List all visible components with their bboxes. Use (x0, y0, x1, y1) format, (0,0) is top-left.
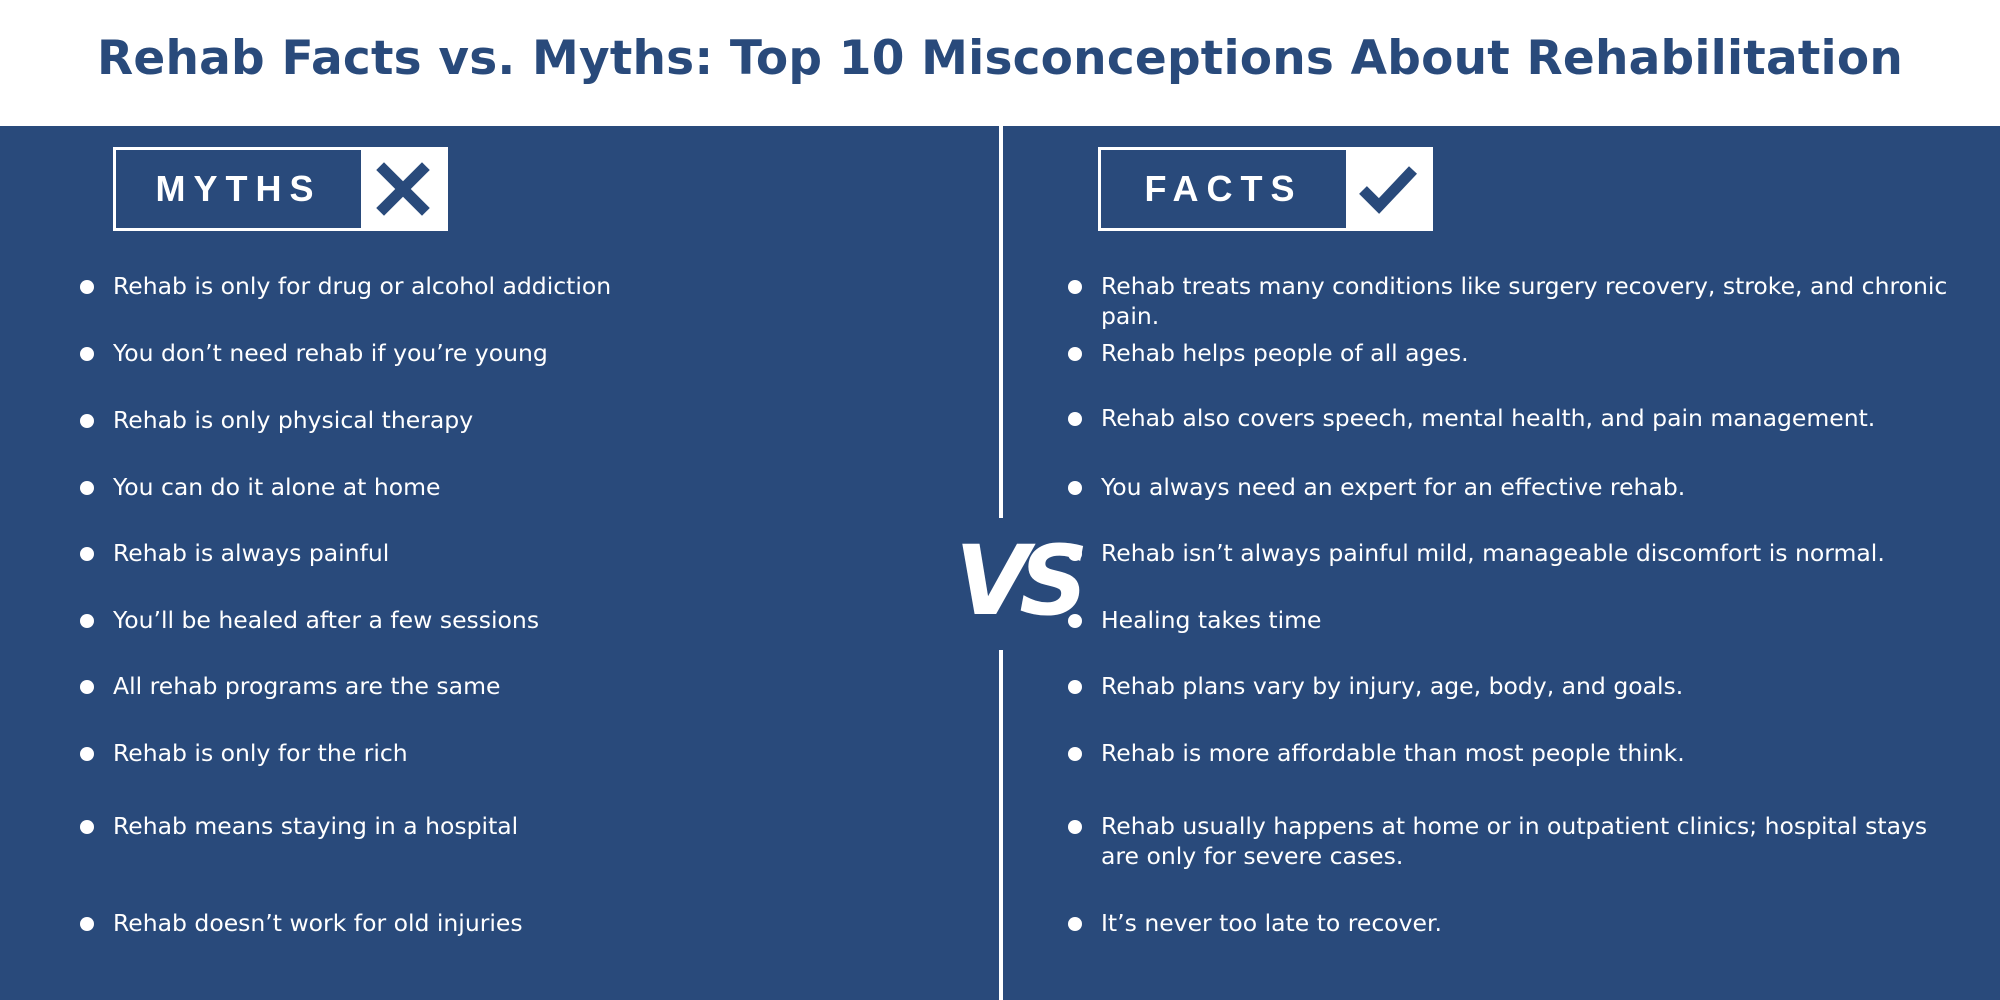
bullet-icon (80, 680, 94, 694)
myth-text: All rehab programs are the same (113, 672, 501, 700)
myth-item: Rehab doesn’t work for old injuries (80, 908, 953, 938)
bullet-icon (80, 917, 94, 931)
myth-item: Rehab is always painful (80, 538, 953, 568)
page-title: Rehab Facts vs. Myths: Top 10 Misconcept… (97, 30, 1903, 86)
facts-badge-label: FACTS (1144, 168, 1303, 209)
fact-text: Rehab also covers speech, mental health,… (1101, 404, 1876, 432)
myth-text: You don’t need rehab if you’re young (113, 339, 548, 367)
myths-badge-label: MYTHS (155, 168, 322, 209)
bullet-icon (1068, 614, 1082, 628)
bullet-icon (1068, 747, 1082, 761)
fact-text: It’s never too late to recover. (1101, 909, 1442, 937)
myth-item: Rehab means staying in a hospital (80, 811, 953, 841)
myth-text: You can do it alone at home (113, 473, 441, 501)
bullet-icon (80, 347, 94, 361)
myth-item: You don’t need rehab if you’re young (80, 338, 953, 368)
facts-badge: FACTS (1098, 147, 1433, 231)
fact-text: Healing takes time (1101, 606, 1322, 634)
bullet-icon (1068, 481, 1082, 495)
fact-item: Rehab is more affordable than most peopl… (1068, 738, 1961, 768)
myth-item: Rehab is only for drug or alcohol addict… (80, 271, 953, 301)
fact-item: Rehab also covers speech, mental health,… (1068, 403, 1961, 433)
fact-item: Rehab plans vary by injury, age, body, a… (1068, 671, 1961, 701)
myth-item: You can do it alone at home (80, 472, 953, 502)
fact-text: Rehab usually happens at home or in outp… (1101, 812, 1928, 870)
fact-item: Rehab usually happens at home or in outp… (1068, 811, 1961, 871)
comparison-panel: VS MYTHS FACTS Rehab is only for drug or… (0, 126, 2000, 1000)
myth-text: Rehab is always painful (113, 539, 390, 567)
bullet-icon (80, 481, 94, 495)
vs-label: VS (955, 525, 1088, 637)
fact-text: Rehab is more affordable than most peopl… (1101, 739, 1685, 767)
fact-text: You always need an expert for an effecti… (1101, 473, 1686, 501)
bullet-icon (80, 280, 94, 294)
bullet-icon (80, 747, 94, 761)
myth-item: You’ll be healed after a few sessions (80, 605, 953, 635)
bullet-icon (1068, 347, 1082, 361)
fact-item: Rehab isn’t always painful mild, managea… (1068, 538, 1961, 568)
bullet-icon (1068, 547, 1082, 561)
myth-text: Rehab means staying in a hospital (113, 812, 519, 840)
bullet-icon (1068, 820, 1082, 834)
check-icon (1346, 150, 1430, 228)
bullet-icon (80, 820, 94, 834)
bullet-icon (80, 547, 94, 561)
myth-text: Rehab is only for the rich (113, 739, 408, 767)
center-divider-top (999, 126, 1003, 518)
fact-item: You always need an expert for an effecti… (1068, 472, 1961, 502)
myth-text: Rehab is only physical therapy (113, 406, 474, 434)
center-divider-bottom (999, 650, 1003, 1000)
bullet-icon (1068, 917, 1082, 931)
fact-text: Rehab isn’t always painful mild, managea… (1101, 539, 1885, 567)
bullet-icon (80, 414, 94, 428)
fact-text: Rehab helps people of all ages. (1101, 339, 1469, 367)
bullet-icon (80, 614, 94, 628)
myth-item: Rehab is only for the rich (80, 738, 953, 768)
myth-text: Rehab is only for drug or alcohol addict… (113, 272, 612, 300)
bullet-icon (1068, 280, 1082, 294)
bullet-icon (1068, 412, 1082, 426)
page-header: Rehab Facts vs. Myths: Top 10 Misconcept… (0, 0, 2000, 126)
fact-item: Rehab treats many conditions like surger… (1068, 271, 1961, 331)
fact-item: Healing takes time (1068, 605, 1961, 635)
bullet-icon (1068, 680, 1082, 694)
fact-item: Rehab helps people of all ages. (1068, 338, 1961, 368)
fact-text: Rehab plans vary by injury, age, body, a… (1101, 672, 1684, 700)
fact-text: Rehab treats many conditions like surger… (1101, 272, 1948, 330)
fact-item: It’s never too late to recover. (1068, 908, 1961, 938)
myth-item: Rehab is only physical therapy (80, 405, 953, 435)
myth-text: You’ll be healed after a few sessions (113, 606, 540, 634)
myth-text: Rehab doesn’t work for old injuries (113, 909, 523, 937)
myths-badge: MYTHS (113, 147, 448, 231)
x-icon (361, 150, 445, 228)
myth-item: All rehab programs are the same (80, 671, 953, 701)
